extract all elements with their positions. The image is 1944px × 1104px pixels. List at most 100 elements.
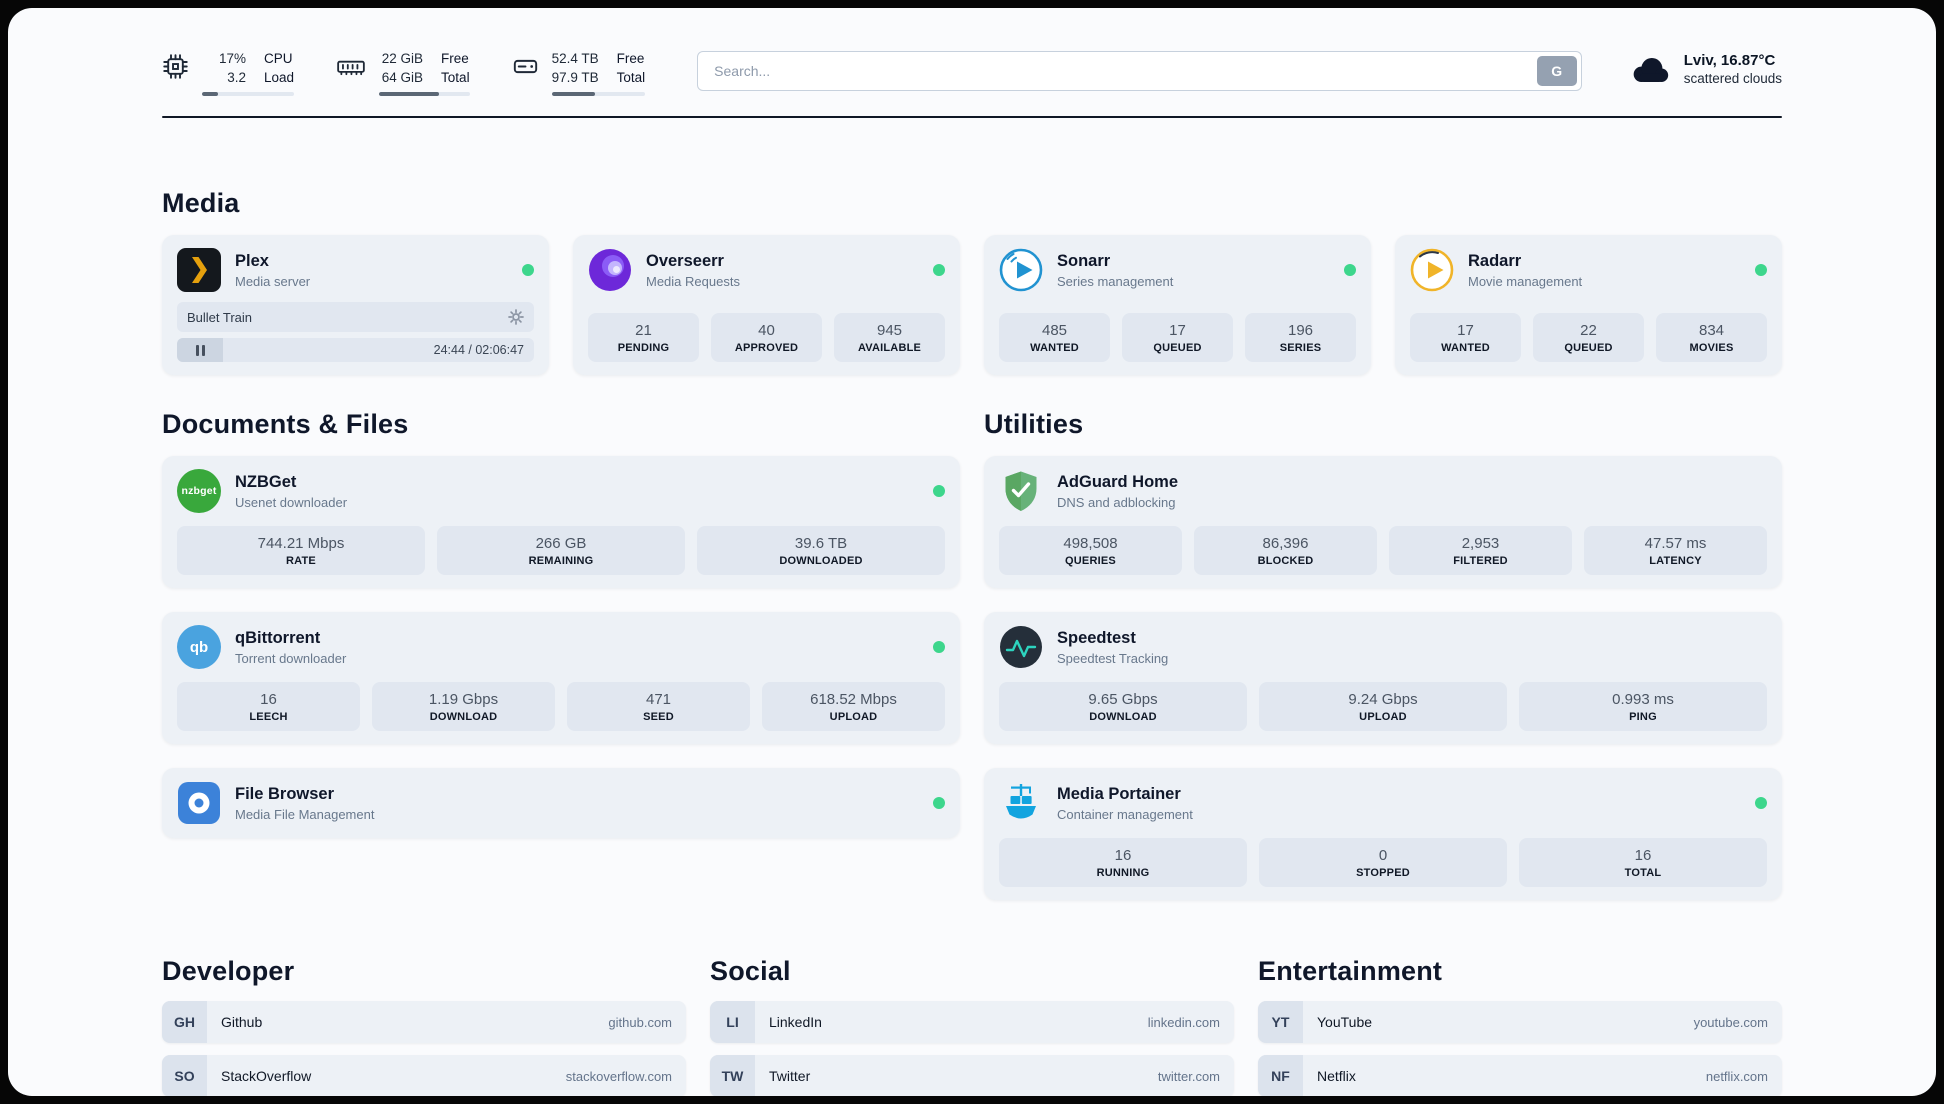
- plex-name: Plex: [235, 252, 269, 270]
- settings-gear-icon[interactable]: [508, 309, 524, 325]
- overseerr-card-header: Overseerr Media Requests: [588, 248, 945, 292]
- qbittorrent-icon: qb: [177, 625, 221, 669]
- stat-wanted: 485 WANTED: [999, 313, 1110, 362]
- sonarr-titles: Sonarr Series management: [1057, 251, 1173, 289]
- search-input[interactable]: [697, 51, 1582, 91]
- youtube-icon: YT: [1258, 1001, 1303, 1043]
- social-links-section: Social LI LinkedIn linkedin.com TW Twitt…: [710, 956, 1234, 1096]
- adguard-card[interactable]: AdGuard Home DNS and adblocking 498,508 …: [984, 456, 1782, 588]
- portainer-card[interactable]: Media Portainer Container management 16 …: [984, 768, 1782, 900]
- documents-section: Documents & Files nzbget NZBGet Usenet d…: [162, 409, 960, 838]
- portainer-icon: [1006, 784, 1036, 819]
- weather-widget: Lviv, 16.87°C scattered clouds: [1626, 52, 1782, 86]
- radarr-card[interactable]: Radarr Movie management 17 WANTED 22 QUE…: [1395, 235, 1782, 375]
- sonarr-name: Sonarr: [1057, 252, 1111, 270]
- qbittorrent-status-dot: [933, 641, 945, 653]
- cpu-usage-bar: [202, 92, 295, 96]
- radarr-status-dot: [1755, 264, 1767, 276]
- speedtest-card-header: Speedtest Speedtest Tracking: [999, 625, 1767, 669]
- weather-cloud-icon: [1633, 57, 1668, 82]
- cpu-usage-fill: [202, 92, 218, 96]
- dashboard-page: 17% CPU 3.2 Load 22 GiB F: [8, 8, 1936, 1096]
- plex-card[interactable]: Plex Media server Bullet Train: [162, 235, 549, 375]
- stackoverflow-icon: SO: [162, 1055, 207, 1096]
- sonarr-subtitle: Series management: [1057, 274, 1174, 289]
- plex-card-header: Plex Media server: [177, 248, 534, 292]
- stat-download: 9.65 Gbps DOWNLOAD: [999, 682, 1247, 731]
- stat-queries: 498,508 QUERIES: [999, 526, 1182, 575]
- sonarr-card-header: Sonarr Series management: [999, 248, 1356, 292]
- cpu-readout: 17% CPU 3.2 Load: [202, 50, 295, 96]
- sonarr-status-dot: [1344, 264, 1356, 276]
- ram-icon: [337, 60, 365, 76]
- search-bar: G: [697, 51, 1582, 91]
- weather-text: Lviv, 16.87°C scattered clouds: [1684, 52, 1782, 86]
- link-linkedin[interactable]: LI LinkedIn linkedin.com: [710, 1001, 1234, 1043]
- portainer-subtitle: Container management: [1057, 807, 1193, 822]
- nzbget-status-dot: [933, 485, 945, 497]
- link-twitter[interactable]: TW Twitter twitter.com: [710, 1055, 1234, 1096]
- plex-progress-bar: 24:44 / 02:06:47: [177, 338, 534, 362]
- speedtest-icon: [1000, 626, 1042, 668]
- speedtest-name: Speedtest: [1057, 629, 1136, 647]
- utilities-section: Utilities AdGuard Home DNS and adblock: [984, 409, 1782, 900]
- twitter-icon: TW: [710, 1055, 755, 1096]
- ram-readout: 22 GiB Free 64 GiB Total: [379, 50, 470, 96]
- disk-icon: [513, 59, 537, 74]
- overseerr-titles: Overseerr Media Requests: [646, 251, 740, 289]
- overseerr-card[interactable]: Overseerr Media Requests 21 PENDING 40 A…: [573, 235, 960, 375]
- link-stackoverflow[interactable]: SO StackOverflow stackoverflow.com: [162, 1055, 686, 1096]
- ram-total-label: Total: [441, 70, 470, 85]
- stat-remaining: 266 GB REMAINING: [437, 526, 685, 575]
- speedtest-subtitle: Speedtest Tracking: [1057, 651, 1169, 666]
- stat-stopped: 0 STOPPED: [1259, 838, 1507, 887]
- stat-upload: 9.24 Gbps UPLOAD: [1259, 682, 1507, 731]
- sonarr-card[interactable]: Sonarr Series management 485 WANTED 17 Q…: [984, 235, 1371, 375]
- nzbget-stats: 744.21 Mbps RATE 266 GB REMAINING 39.6 T…: [177, 526, 945, 575]
- plex-now-playing: Bullet Train: [177, 302, 534, 332]
- disk-total-label: Total: [616, 70, 646, 85]
- stat-queued: 22 QUEUED: [1533, 313, 1644, 362]
- filebrowser-card[interactable]: File Browser Media File Management: [162, 768, 960, 838]
- overseerr-subtitle: Media Requests: [646, 274, 740, 289]
- cpu-usage-value: 17%: [218, 51, 246, 66]
- adguard-icon: [1005, 471, 1037, 511]
- cpu-load-value: 3.2: [227, 70, 246, 85]
- stat-queued: 17 QUEUED: [1122, 313, 1233, 362]
- middle-columns: Documents & Files nzbget NZBGet Usenet d…: [162, 409, 1782, 900]
- ram-usage-fill: [379, 92, 439, 96]
- ram-free-value: 22 GiB: [381, 51, 424, 66]
- radarr-card-header: Radarr Movie management: [1410, 248, 1767, 292]
- link-netflix[interactable]: NF Netflix netflix.com: [1258, 1055, 1782, 1096]
- ram-free-label: Free: [441, 51, 469, 66]
- plex-icon: [177, 248, 221, 292]
- link-github[interactable]: GH Github github.com: [162, 1001, 686, 1043]
- header-divider: [162, 116, 1782, 118]
- linkedin-icon: LI: [710, 1001, 755, 1043]
- link-youtube[interactable]: YT YouTube youtube.com: [1258, 1001, 1782, 1043]
- qbittorrent-card[interactable]: qb qBittorrent Torrent downloader 16: [162, 612, 960, 744]
- overseerr-stats: 21 PENDING 40 APPROVED 945 AVAILABLE: [588, 300, 945, 362]
- disk-monitor: 52.4 TB Free 97.9 TB Total: [512, 50, 646, 96]
- speedtest-titles: Speedtest Speedtest Tracking: [1057, 628, 1168, 666]
- weather-condition: scattered clouds: [1683, 71, 1782, 86]
- nzbget-subtitle: Usenet downloader: [235, 495, 348, 510]
- search-provider-button[interactable]: G: [1536, 56, 1577, 86]
- plex-titles: Plex Media server: [235, 251, 310, 289]
- filebrowser-card-header: File Browser Media File Management: [177, 781, 945, 825]
- stat-available: 945 AVAILABLE: [834, 313, 945, 362]
- stat-upload: 618.52 Mbps UPLOAD: [762, 682, 945, 731]
- filebrowser-titles: File Browser Media File Management: [235, 784, 374, 822]
- pause-button[interactable]: [177, 338, 223, 362]
- disk-usage-fill: [551, 92, 595, 96]
- cpu-load-label: Load: [264, 70, 295, 85]
- stat-rate: 744.21 Mbps RATE: [177, 526, 425, 575]
- stat-blocked: 86,396 BLOCKED: [1194, 526, 1377, 575]
- stat-approved: 40 APPROVED: [711, 313, 822, 362]
- disk-readout: 52.4 TB Free 97.9 TB Total: [551, 50, 646, 96]
- nzbget-card[interactable]: nzbget NZBGet Usenet downloader 744.21 M…: [162, 456, 960, 588]
- stat-pending: 21 PENDING: [588, 313, 699, 362]
- adguard-titles: AdGuard Home DNS and adblocking: [1057, 472, 1178, 510]
- filebrowser-subtitle: Media File Management: [235, 807, 375, 822]
- speedtest-card[interactable]: Speedtest Speedtest Tracking 9.65 Gbps D…: [984, 612, 1782, 744]
